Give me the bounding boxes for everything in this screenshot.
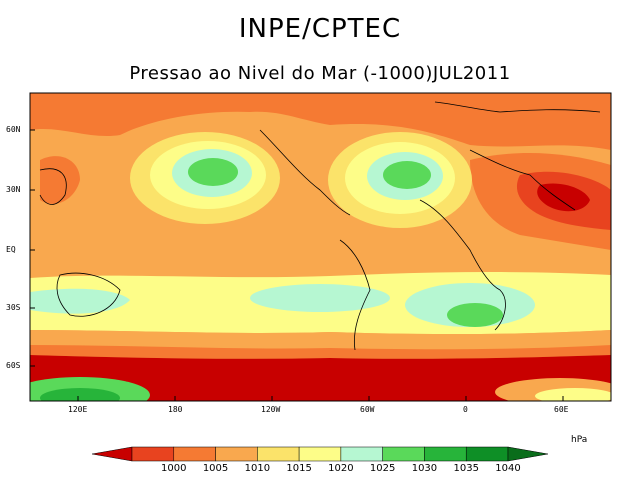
colorbar-segment xyxy=(424,446,467,462)
colorbar-segment xyxy=(215,446,258,462)
map-title: INPE/CPTEC xyxy=(238,14,402,44)
map-frame xyxy=(29,92,612,402)
lon-label-60w: 60W xyxy=(360,405,375,414)
field-north-low xyxy=(30,93,611,150)
colorbar-label: 1025 xyxy=(369,463,396,474)
axis-ticks xyxy=(30,129,564,401)
lon-label-0: 0 xyxy=(463,405,468,414)
colorbar-segment xyxy=(340,446,383,462)
asia-east-coast xyxy=(39,168,67,205)
field-west-low xyxy=(40,156,80,204)
colorbar-segment xyxy=(465,446,509,462)
field-so-low xyxy=(30,355,611,401)
lon-label-120e: 120E xyxy=(68,405,88,414)
colorbar-min-arrow xyxy=(91,446,133,462)
colorbar-label: 1020 xyxy=(328,463,354,474)
colorbar-label: 1040 xyxy=(495,463,521,474)
field-antarctic-high-west-core xyxy=(40,388,120,401)
lon-label-120w: 120W xyxy=(261,405,281,414)
lon-label-180: 180 xyxy=(168,405,183,414)
north-america-coast xyxy=(259,129,351,216)
field-antarctic-high-east-inner xyxy=(535,388,611,401)
field-azores-high-1030 xyxy=(383,161,431,189)
colorbar-label: 1035 xyxy=(453,463,479,474)
field-asia-low-core xyxy=(537,183,590,212)
field-australia-high xyxy=(30,288,130,314)
colorbar-label: 1000 xyxy=(161,463,187,474)
coastlines xyxy=(39,101,601,351)
lat-label-30n: 30N xyxy=(6,185,21,194)
lat-label-60n: 60N xyxy=(6,125,21,134)
field-satl-high-core xyxy=(447,303,503,327)
pressure-field xyxy=(30,93,611,401)
unit-label: hPa xyxy=(571,435,588,445)
colorbar-label: 1030 xyxy=(411,463,438,474)
field-so-1010 xyxy=(30,330,611,350)
australia-coast xyxy=(56,272,121,317)
lat-label-eq: EQ xyxy=(6,245,16,254)
colorbar xyxy=(91,446,549,462)
field-npac-high-1030 xyxy=(188,158,238,186)
colorbar-label: 1005 xyxy=(202,463,229,474)
colorbar-segment xyxy=(382,446,425,462)
colorbar-label: 1015 xyxy=(286,463,312,474)
field-spac-high xyxy=(250,284,390,312)
map-subtitle: Pressao ao Nivel do Mar (-1000)JUL2011 xyxy=(129,63,511,84)
colorbar-segment xyxy=(298,446,342,462)
lat-label-30s: 30S xyxy=(6,303,21,312)
colorbar-segment xyxy=(173,446,216,462)
colorbar-segment xyxy=(131,446,175,462)
field-so-1005 xyxy=(30,345,611,359)
lat-label-60s: 60S xyxy=(6,361,21,370)
eurasia-coast xyxy=(434,101,601,211)
south-america-coast xyxy=(339,239,371,351)
colorbar-max-arrow xyxy=(507,446,549,462)
africa-coast xyxy=(419,199,506,331)
colorbar-label: 1010 xyxy=(244,463,271,474)
colorbar-segment xyxy=(257,446,300,462)
lon-label-60e: 60E xyxy=(554,405,569,414)
